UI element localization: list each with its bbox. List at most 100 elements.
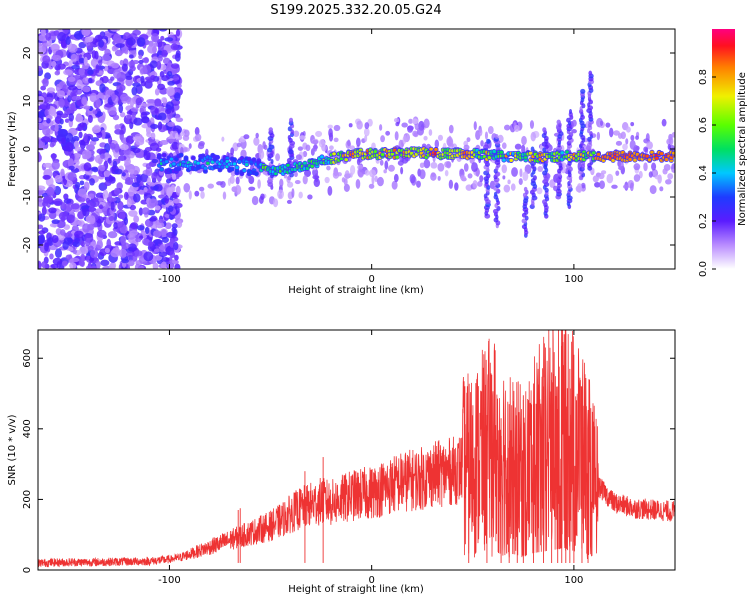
spectrogram-cell bbox=[613, 130, 620, 136]
spectrogram-cell bbox=[313, 143, 318, 152]
spectrogram-cell bbox=[73, 140, 80, 148]
spectrogram-cell bbox=[99, 83, 106, 93]
spectrogram-cell bbox=[166, 138, 177, 143]
spectrogram-cell bbox=[606, 173, 614, 184]
spectrogram-cell bbox=[115, 38, 125, 44]
spectrogram-cell bbox=[298, 191, 303, 199]
spectrogram-cell bbox=[153, 248, 160, 253]
spectrogram-cell bbox=[171, 141, 179, 150]
spectrogram-cell bbox=[409, 173, 416, 184]
spectrogram-cell bbox=[120, 235, 127, 245]
spectrogram-cell bbox=[101, 75, 109, 84]
spectrogram-cell bbox=[107, 157, 112, 164]
spectrogram-cell bbox=[232, 158, 237, 162]
spectrogram-cell bbox=[82, 63, 89, 70]
spectrogram-cell bbox=[143, 57, 150, 64]
spectrogram-cell bbox=[171, 223, 178, 229]
spectrogram-cell bbox=[60, 38, 67, 48]
spectrogram-cell bbox=[199, 186, 205, 192]
spectrogram-cell bbox=[149, 60, 158, 69]
spectrogram-cell bbox=[138, 190, 145, 195]
spectrogram-cell bbox=[348, 123, 353, 128]
spectrogram-cell bbox=[327, 185, 333, 196]
spectrogram-cell bbox=[114, 124, 121, 130]
spectrogram-cell bbox=[51, 234, 59, 244]
spectrogram-cell bbox=[662, 168, 668, 175]
x-tick-label: 0 bbox=[368, 575, 374, 586]
spectrogram-cell bbox=[448, 143, 454, 148]
spectrogram-cell bbox=[148, 198, 159, 207]
spectrogram-cell bbox=[68, 113, 74, 122]
spectrogram-cell bbox=[275, 153, 281, 162]
spectrogram-cell bbox=[131, 86, 138, 96]
spectrogram-cell bbox=[111, 62, 120, 69]
spectrogram-cell bbox=[179, 132, 186, 137]
spectrogram-cell bbox=[90, 137, 100, 142]
spectrogram-cell bbox=[486, 138, 491, 144]
spectrogram-cell bbox=[79, 140, 86, 150]
spectrogram-cell bbox=[131, 112, 137, 118]
colorbar-tick-label: 0.2 bbox=[698, 213, 709, 229]
spectrogram-cell bbox=[143, 187, 148, 193]
spectrogram-cell bbox=[599, 180, 605, 190]
spectrogram-cell bbox=[85, 265, 93, 269]
spectrogram-cell bbox=[589, 131, 593, 137]
spectrogram-cell bbox=[302, 150, 308, 158]
spectrogram-cell bbox=[403, 134, 407, 143]
spectrogram-cell bbox=[63, 29, 69, 34]
spectrogram-cell bbox=[90, 265, 98, 269]
spectrogram-cell bbox=[118, 212, 126, 220]
spectrogram-cell bbox=[63, 232, 73, 238]
spectrogram-cell bbox=[134, 263, 140, 269]
spectrogram-x-axis-label: Height of straight line (km) bbox=[288, 285, 424, 296]
spectrogram-cell bbox=[671, 168, 675, 173]
spectrogram-cell bbox=[650, 150, 654, 154]
spectrogram-cell bbox=[473, 121, 477, 131]
spectrogram-cell bbox=[38, 213, 46, 222]
spectrogram-cell bbox=[184, 156, 188, 160]
spectrogram-cell bbox=[83, 181, 90, 191]
colorbar-ticks: 0.0 0.2 0.4 0.6 0.8 bbox=[698, 69, 716, 277]
spectrogram-cell bbox=[70, 103, 76, 111]
spectrogram-cell bbox=[87, 223, 95, 231]
spectrogram-cell bbox=[174, 92, 181, 102]
spectrogram-cell bbox=[61, 260, 68, 267]
spectrogram-cell bbox=[38, 111, 46, 117]
spectrogram-cell bbox=[87, 114, 93, 123]
spectrogram-cell bbox=[229, 175, 235, 184]
spectrogram-cell bbox=[40, 85, 46, 91]
spectrogram-cell bbox=[170, 43, 179, 51]
spectrogram-cell bbox=[648, 171, 653, 178]
spectrogram-cell bbox=[569, 109, 573, 115]
spectrogram-cell bbox=[169, 259, 179, 265]
spectrogram-cell bbox=[448, 179, 454, 189]
spectrogram-cell bbox=[126, 114, 132, 119]
y-tick-label: -10 bbox=[22, 189, 33, 205]
spectrogram-cell bbox=[175, 29, 181, 37]
spectrogram-cell bbox=[89, 178, 95, 186]
spectrogram-cell bbox=[628, 157, 632, 162]
spectrogram-cell bbox=[671, 151, 675, 155]
spectrogram-cell bbox=[369, 169, 376, 178]
spectrogram-cell bbox=[268, 127, 274, 133]
spectrogram-cell bbox=[81, 96, 88, 106]
spectrogram-cell bbox=[328, 128, 333, 138]
spectrogram-cell bbox=[225, 156, 230, 160]
spectrogram-cell bbox=[135, 237, 142, 243]
spectrogram-cell bbox=[159, 244, 165, 253]
spectrogram-marks bbox=[38, 29, 675, 269]
snr-line-marks bbox=[38, 330, 675, 568]
spectrogram-cell bbox=[56, 110, 64, 116]
spectrogram-cell bbox=[230, 147, 235, 156]
spectrogram-cell bbox=[44, 109, 49, 117]
spectrogram-cell bbox=[117, 201, 124, 211]
spectrogram-cell bbox=[42, 174, 51, 180]
spectrogram-cell bbox=[615, 140, 623, 146]
spectrogram-cell bbox=[605, 122, 611, 128]
spectrogram-cell bbox=[38, 117, 42, 123]
spectrogram-cell bbox=[42, 77, 49, 88]
spectrogram-cell bbox=[412, 130, 418, 137]
spectrogram-cell bbox=[149, 142, 160, 152]
spectrogram-cell bbox=[487, 125, 494, 135]
